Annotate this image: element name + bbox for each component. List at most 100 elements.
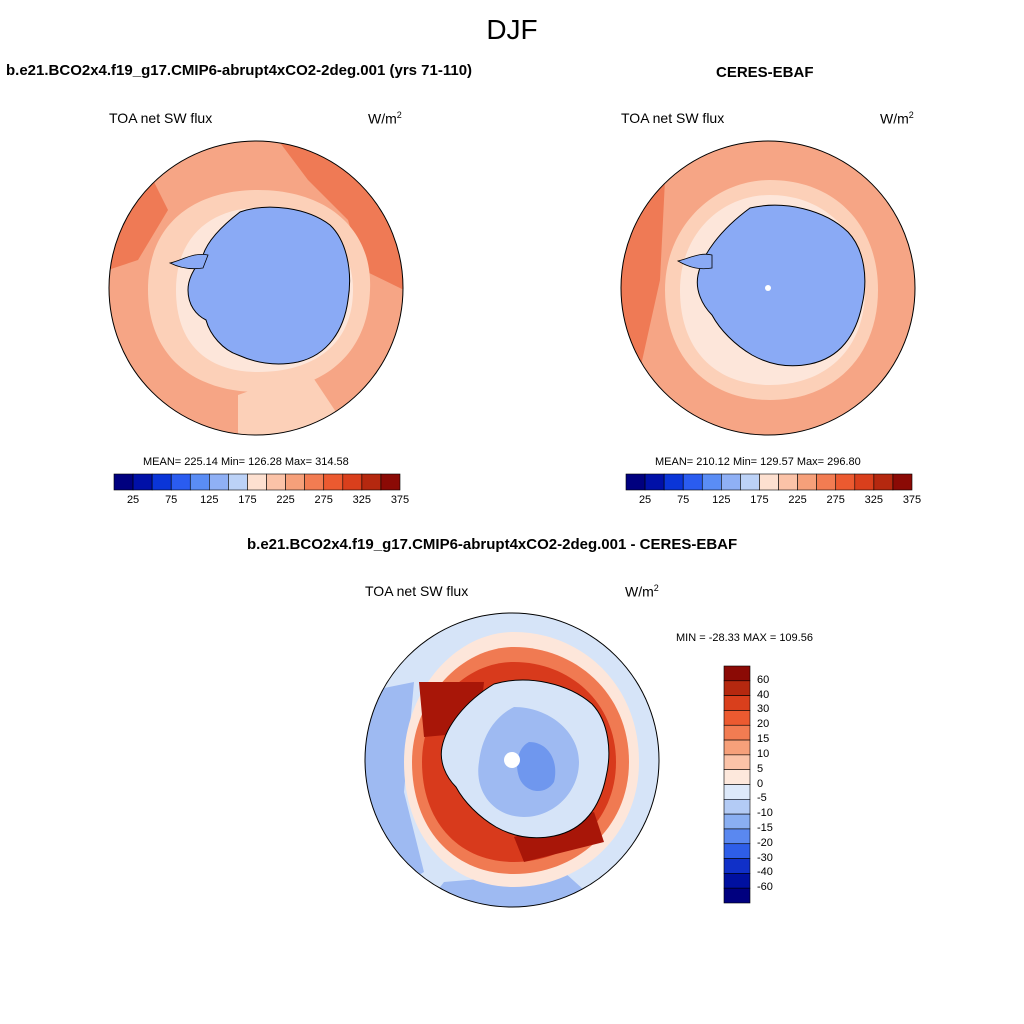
panel-1-map [108, 140, 404, 436]
panel-3-colorbar-tick-label: 40 [757, 688, 770, 701]
panel-3-colorbar-tick-label: 0 [757, 777, 764, 790]
panel-3-colorbar-box [723, 739, 751, 756]
panel-3-colorbar-box [723, 843, 751, 859]
panel-1-colorbar [113, 473, 401, 491]
dark-red-s [514, 812, 604, 862]
antarctica-ice [696, 204, 866, 367]
panel-1-title: b.e21.BCO2x4.f19_g17.CMIP6-abrupt4xCO2-2… [6, 62, 473, 79]
peninsula [168, 253, 209, 270]
panel-2-colorbar-box [892, 473, 913, 491]
panel-1-colorbar-box [189, 473, 210, 491]
panel-1-colorbar-box [151, 473, 172, 491]
panel-2-colorbar-box [740, 473, 760, 491]
panel-3-colorbar-tick-label: 10 [757, 747, 770, 760]
panel-1-colorbar-tick-label: 175 [238, 494, 257, 506]
panel-3-colorbar-box [723, 769, 751, 785]
panel-1-colorbar-tick-label: 275 [314, 494, 333, 506]
panel-2-colorbar-box [854, 473, 875, 491]
panel-3-title: b.e21.BCO2x4.f19_g17.CMIP6-abrupt4xCO2-2… [247, 536, 738, 553]
panel-2-colorbar-box [644, 473, 665, 491]
panel-2-colorbar-box [816, 473, 837, 491]
panel-1-colorbar-labels: 25 75 125 175 225 275 325 375 [114, 494, 409, 508]
panel-1-variable: TOA net SW flux [109, 110, 213, 126]
panel-3-colorbar-box [723, 710, 751, 726]
panel-2-colorbar [625, 473, 913, 491]
panel-3-colorbar-tick-label: 15 [757, 733, 770, 746]
panel-1-colorbar-box [285, 473, 305, 491]
panel-1-units: W/m2 [368, 110, 402, 127]
panel-1-colorbar-tick-label: 75 [165, 494, 178, 506]
panel-3-colorbar-box [723, 784, 751, 800]
panel-1-colorbar-box [361, 473, 382, 491]
panel-1-colorbar-box [113, 473, 134, 491]
pole-hole [765, 285, 771, 291]
panel-2-colorbar-box [778, 473, 798, 491]
panel-2-colorbar-tick-label: 275 [826, 494, 845, 506]
panel-3-colorbar-box [723, 858, 751, 874]
panel-1-colorbar-tick-label: 325 [352, 494, 372, 506]
panel-2-colorbar-box [797, 473, 817, 491]
panel-3-colorbar-box [723, 887, 751, 904]
panel-2-colorbar-box [759, 473, 779, 491]
panel-3-colorbar-tick-label: -40 [757, 866, 773, 879]
panel-3-units: W/m2 [625, 583, 659, 600]
panel-3-colorbar-tick-label: 5 [757, 762, 764, 775]
panel-2-colorbar-box [721, 473, 741, 491]
panel-1-colorbar-box [380, 473, 401, 491]
panel-2-colorbar-box [625, 473, 646, 491]
panel-3-stats: MIN = -28.33 MAX = 109.56 [676, 632, 813, 644]
panel-3-colorbar-tick-label: -60 [757, 881, 773, 894]
panel-3-colorbar-box [723, 828, 751, 845]
panel-2-colorbar-tick-label: 225 [788, 494, 807, 506]
panel-2-colorbar-box [663, 473, 684, 491]
panel-2-colorbar-box [682, 473, 703, 491]
pole-hole [504, 752, 520, 768]
panel-1-colorbar-box [342, 473, 363, 491]
panel-2-colorbar-box [835, 473, 856, 491]
panel-1-colorbar-tick-label: 375 [390, 494, 410, 506]
panel-1-colorbar-tick-label: 225 [276, 494, 295, 506]
panel-3-colorbar-tick-label: 30 [757, 703, 770, 716]
panel-2-colorbar-tick-label: 325 [864, 494, 884, 506]
panel-1-colorbar-box [247, 473, 267, 491]
panel-2-title: CERES-EBAF [716, 64, 814, 81]
panel-2-colorbar-tick-label: 375 [902, 494, 922, 506]
panel-3-colorbar-labels: 60 40 30 20 15 10 5 0 -5 -10 -15 -20 -30 -40 -60 [757, 666, 797, 903]
panel-3-colorbar-box [723, 680, 751, 696]
panel-2-colorbar-tick-label: 175 [750, 494, 769, 506]
panel-3-colorbar-tick-label: 20 [757, 718, 770, 731]
panel-2-colorbar-tick-label: 75 [677, 494, 690, 506]
panel-3-colorbar-box [723, 754, 751, 770]
panel-1-colorbar-box [323, 473, 344, 491]
panel-2-colorbar-box [873, 473, 894, 491]
panel-2-variable: TOA net SW flux [621, 110, 725, 126]
panel-1-stats: MEAN= 225.14 Min= 126.28 Max= 314.58 [143, 456, 349, 468]
panel-3-colorbar-box [723, 665, 751, 682]
panel-2-colorbar-labels: 25 75 125 175 225 275 325 375 [626, 494, 921, 508]
panel-1-colorbar-tick-label: 25 [126, 494, 140, 506]
panel-1-colorbar-box [209, 473, 229, 491]
figure-title: DJF [486, 14, 538, 45]
panel-1-colorbar-box [170, 473, 191, 491]
panel-3-colorbar-box [723, 873, 751, 889]
panel-2-stats: MEAN= 210.12 Min= 129.57 Max= 296.80 [655, 456, 861, 468]
panel-3-map [364, 612, 660, 908]
panel-2-colorbar-tick-label: 25 [638, 494, 652, 506]
blue-core [517, 742, 556, 792]
peninsula [676, 253, 713, 270]
panel-1-colorbar-tick-label: 125 [200, 494, 219, 506]
panel-3-colorbar-box [723, 724, 751, 741]
panel-1-colorbar-box [132, 473, 153, 491]
panel-3-variable: TOA net SW flux [365, 583, 469, 599]
panel-3-colorbar-tick-label: -20 [757, 836, 773, 849]
panel-2-colorbar-box [701, 473, 722, 491]
panel-3-colorbar-tick-label: -5 [757, 792, 767, 805]
panel-1-colorbar-box [266, 473, 286, 491]
panel-3-colorbar-box [723, 695, 751, 711]
panel-2-units: W/m2 [880, 110, 914, 127]
panel-3-colorbar [723, 665, 751, 904]
panel-3-colorbar-tick-label: -15 [757, 821, 773, 834]
panel-2-map [620, 140, 916, 436]
panel-3-colorbar-box [723, 799, 751, 815]
panel-3-colorbar-box [723, 813, 751, 830]
